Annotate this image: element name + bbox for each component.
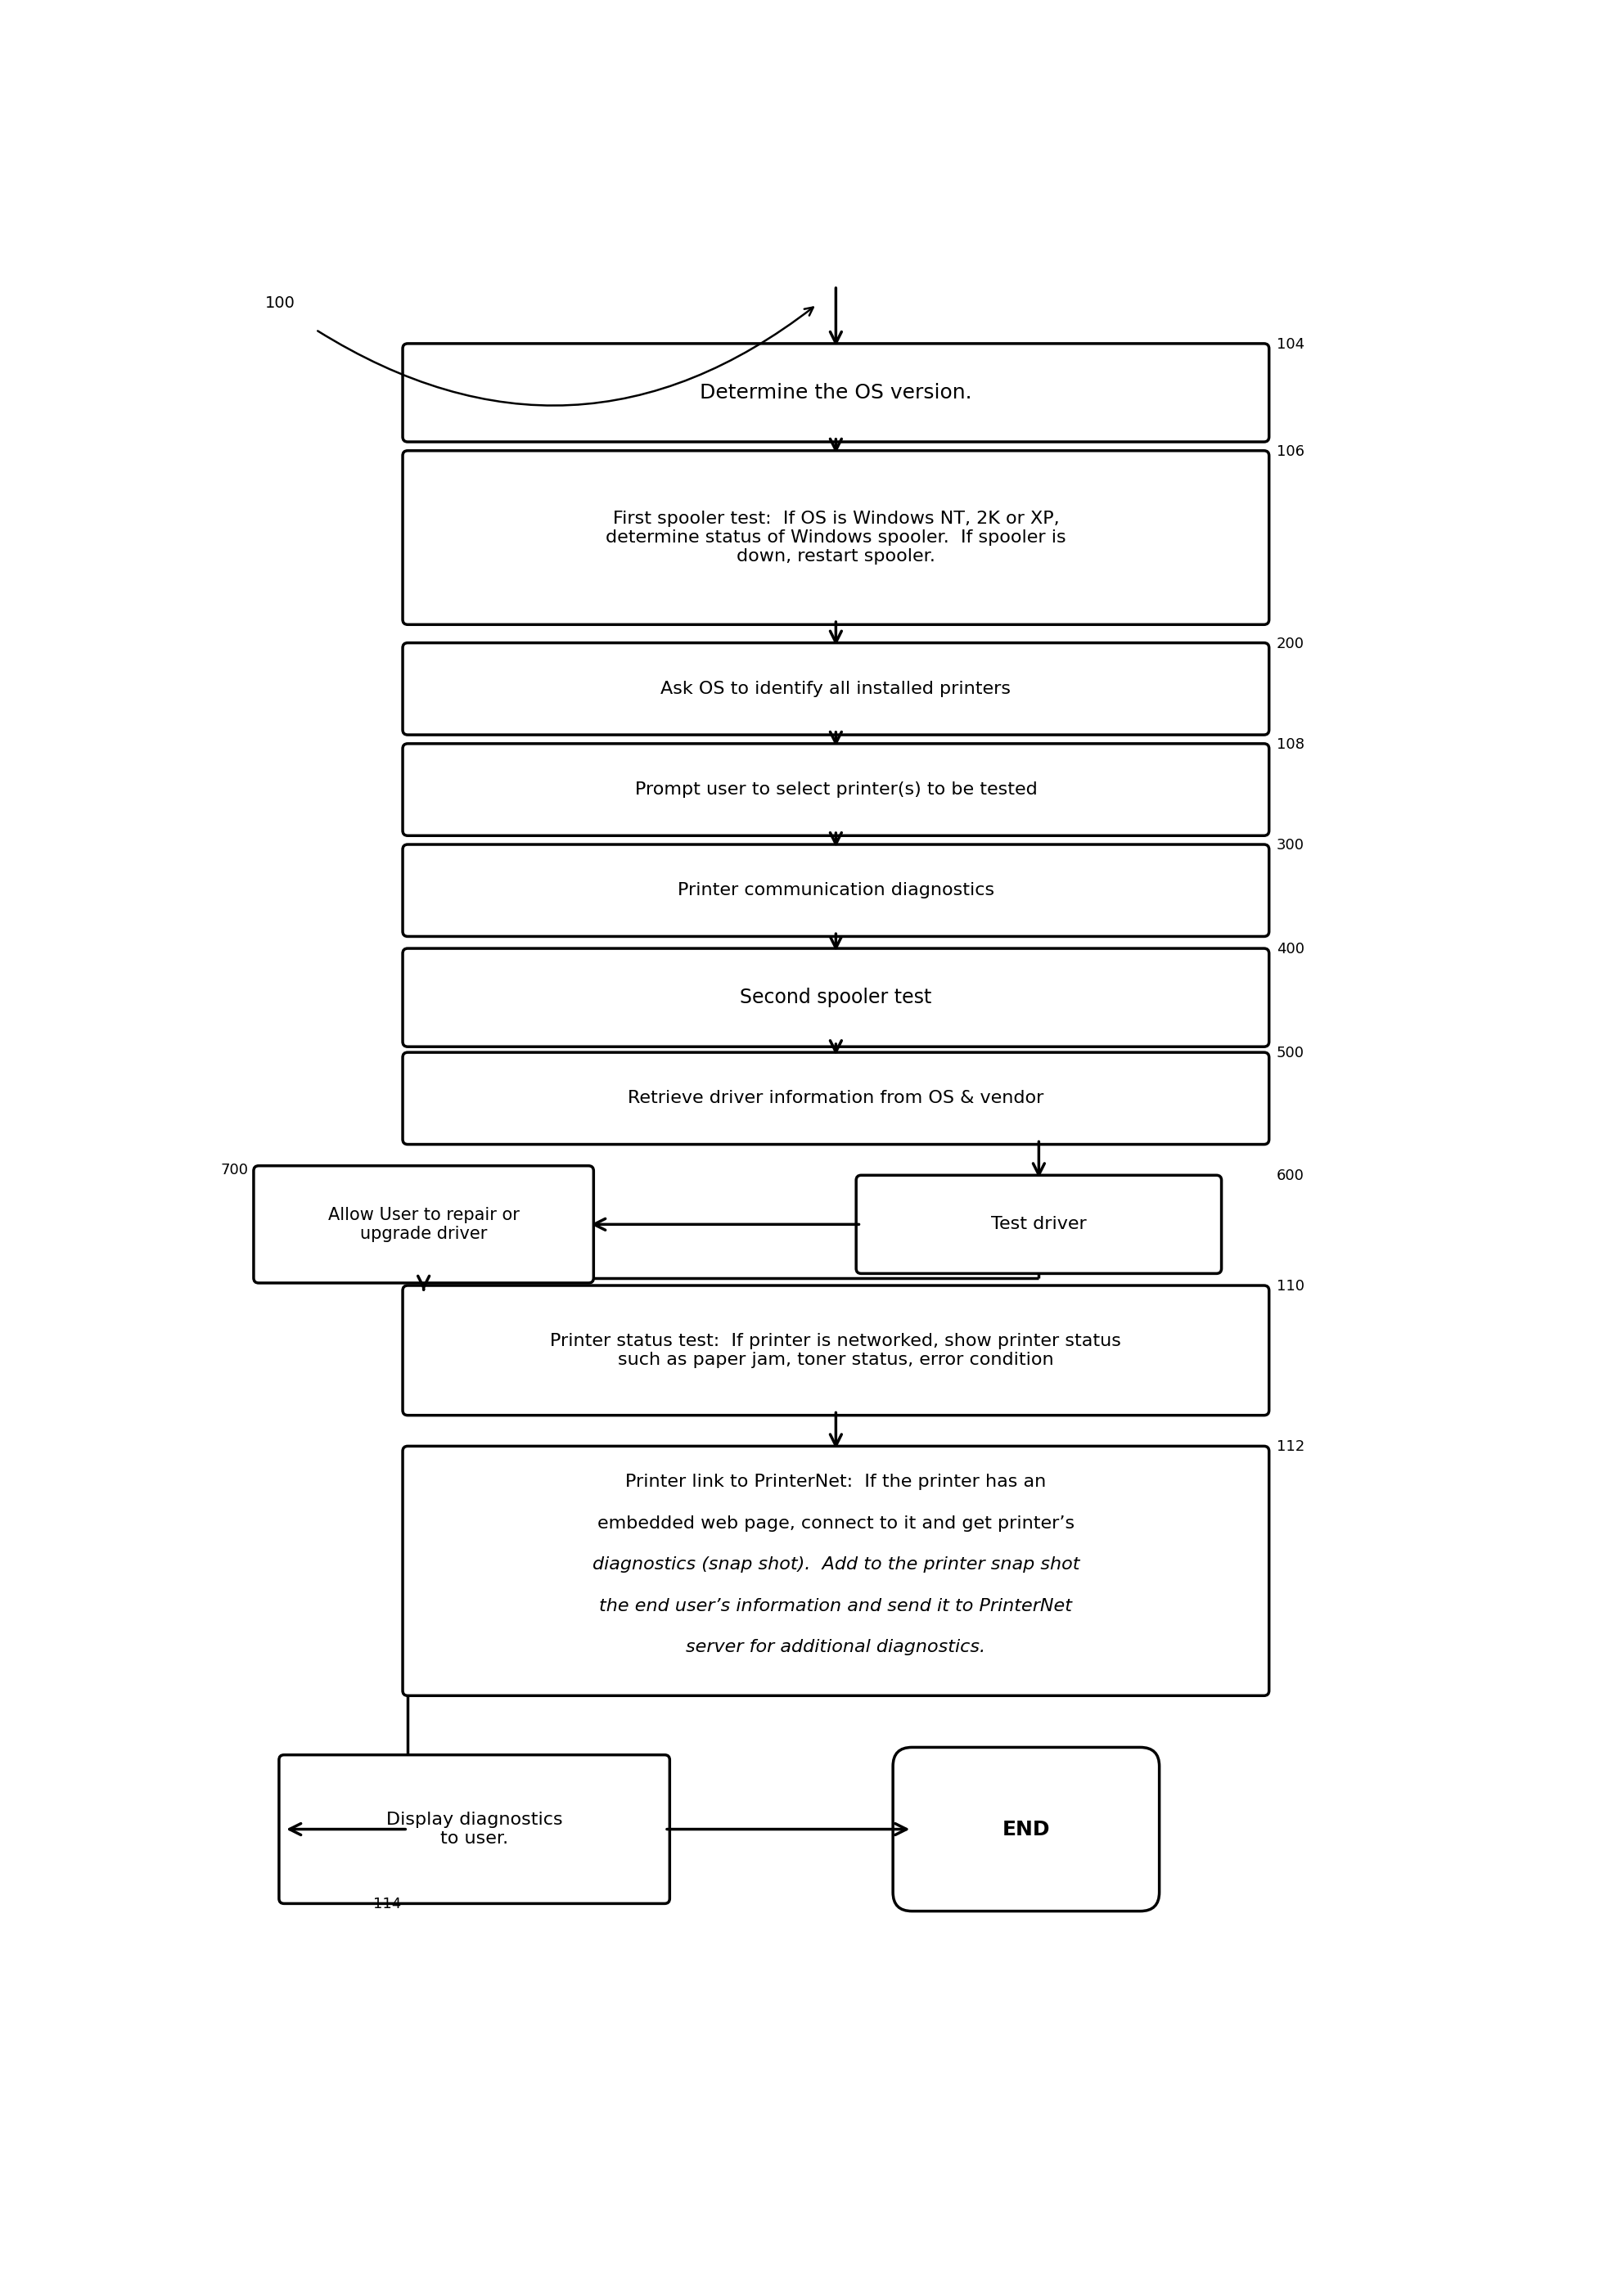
FancyBboxPatch shape [403,643,1269,735]
Text: 500: 500 [1276,1047,1305,1061]
FancyBboxPatch shape [403,948,1269,1047]
Text: Retrieve driver information from OS & vendor: Retrieve driver information from OS & ve… [627,1091,1044,1107]
Text: Allow User to repair or
upgrade driver: Allow User to repair or upgrade driver [327,1208,519,1242]
Text: Second spooler test: Second spooler test [740,987,932,1008]
FancyBboxPatch shape [403,1052,1269,1143]
Text: Printer link to PrinterNet:  If the printer has an: Printer link to PrinterNet: If the print… [626,1474,1047,1490]
Text: diagnostics (snap shot).  Add to the printer snap shot: diagnostics (snap shot). Add to the prin… [592,1557,1079,1573]
Text: Display diagnostics
to user.: Display diagnostics to user. [386,1812,563,1846]
Text: 700: 700 [221,1162,248,1178]
FancyBboxPatch shape [403,344,1269,441]
Text: 400: 400 [1276,941,1305,957]
Text: 300: 300 [1276,838,1305,852]
Text: 600: 600 [1276,1169,1305,1182]
Text: END: END [1002,1818,1050,1839]
Text: First spooler test:  If OS is Windows NT, 2K or XP,
determine status of Windows : First spooler test: If OS is Windows NT,… [605,510,1066,565]
Text: 106: 106 [1276,443,1305,459]
Text: 114: 114 [373,1896,402,1910]
Text: Test driver: Test driver [990,1217,1087,1233]
FancyBboxPatch shape [403,1286,1269,1414]
Text: server for additional diagnostics.: server for additional diagnostics. [686,1639,986,1655]
FancyBboxPatch shape [403,744,1269,836]
Text: 108: 108 [1276,737,1305,751]
Text: 104: 104 [1276,338,1305,351]
FancyBboxPatch shape [253,1166,594,1283]
Text: 112: 112 [1276,1440,1305,1453]
FancyBboxPatch shape [279,1754,669,1903]
FancyBboxPatch shape [894,1747,1160,1910]
Text: Prompt user to select printer(s) to be tested: Prompt user to select printer(s) to be t… [634,781,1037,797]
Text: 200: 200 [1276,636,1305,652]
Text: the end user’s information and send it to PrinterNet: the end user’s information and send it t… [600,1598,1073,1614]
FancyBboxPatch shape [403,845,1269,937]
Text: Determine the OS version.: Determine the OS version. [700,383,973,402]
FancyBboxPatch shape [857,1176,1221,1274]
Text: 110: 110 [1276,1279,1305,1293]
Text: embedded web page, connect to it and get printer’s: embedded web page, connect to it and get… [597,1515,1074,1531]
Text: 100: 100 [265,296,295,310]
FancyBboxPatch shape [403,1446,1269,1697]
Text: Ask OS to identify all installed printers: Ask OS to identify all installed printer… [661,680,1011,698]
Text: Printer communication diagnostics: Printer communication diagnostics [677,882,994,898]
Text: Printer status test:  If printer is networked, show printer status
such as paper: Printer status test: If printer is netwo… [550,1332,1121,1368]
FancyBboxPatch shape [403,450,1269,625]
